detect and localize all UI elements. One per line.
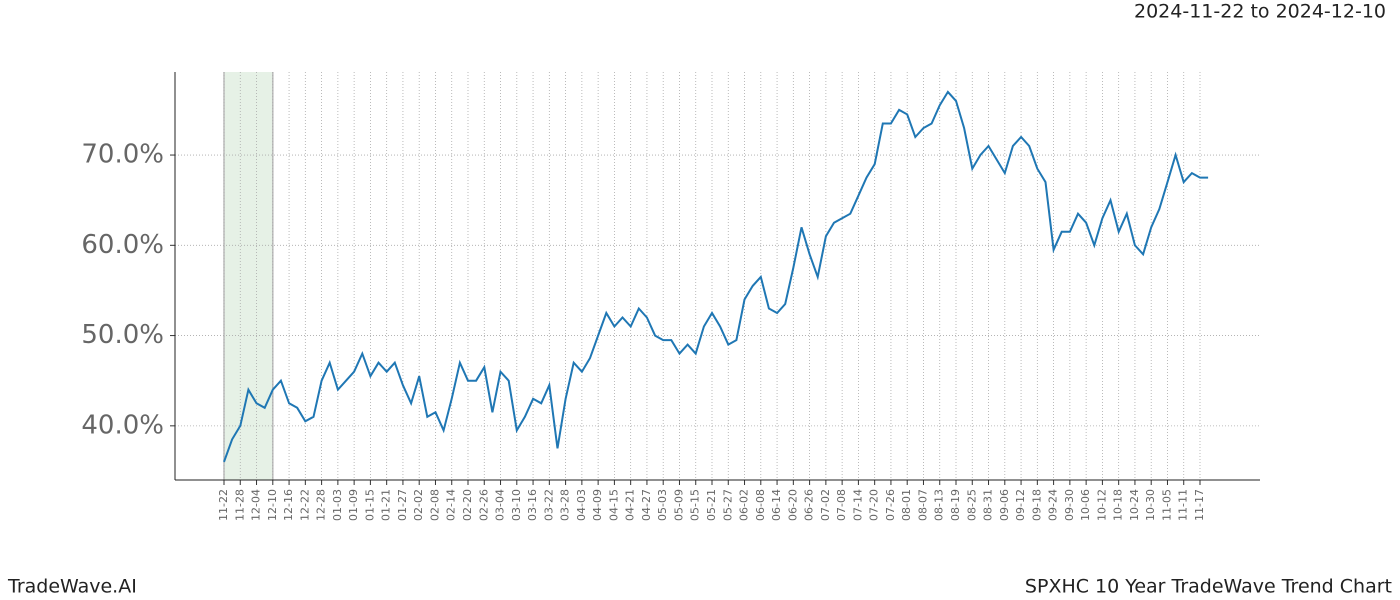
x-tick-label: 07-08 xyxy=(835,489,848,521)
x-tick-label: 01-15 xyxy=(363,489,376,521)
x-tick-label: 07-02 xyxy=(819,489,832,521)
x-tick-label: 01-21 xyxy=(380,489,393,521)
x-tick-label: 09-24 xyxy=(1047,489,1060,521)
x-tick-label: 05-27 xyxy=(721,489,734,521)
x-tick-label: 06-02 xyxy=(738,489,751,521)
x-tick-label: 01-03 xyxy=(331,489,344,521)
x-tick-label: 06-26 xyxy=(803,489,816,521)
x-tick-label: 03-04 xyxy=(494,489,507,521)
x-tick-label: 12-16 xyxy=(282,489,295,521)
x-tick-label: 06-14 xyxy=(770,489,783,521)
x-tick-label: 07-20 xyxy=(868,489,881,521)
x-tick-label: 04-09 xyxy=(591,489,604,521)
x-tick-label: 10-18 xyxy=(1112,489,1125,521)
y-tick-label: 40.0% xyxy=(81,410,164,440)
x-tick-label: 09-06 xyxy=(998,489,1011,521)
x-tick-label: 08-25 xyxy=(965,489,978,521)
x-tick-label: 10-30 xyxy=(1144,489,1157,521)
x-tick-label: 11-11 xyxy=(1177,489,1190,521)
x-tick-label: 01-27 xyxy=(396,489,409,521)
x-tick-label: 04-21 xyxy=(624,489,637,521)
x-tick-label: 03-28 xyxy=(559,489,572,521)
x-tick-label: 02-20 xyxy=(461,489,474,521)
highlight-band xyxy=(224,72,273,480)
x-tick-label: 02-08 xyxy=(428,489,441,521)
y-tick-label: 70.0% xyxy=(81,140,164,170)
chart-subtitle: 2024-11-22 to 2024-12-10 xyxy=(1134,1,1386,23)
x-tick-label: 12-28 xyxy=(315,489,328,521)
x-tick-label: 08-07 xyxy=(916,489,929,521)
x-tick-label: 04-15 xyxy=(607,489,620,521)
x-tick-label: 10-24 xyxy=(1128,489,1141,521)
x-tick-label: 03-16 xyxy=(526,489,539,521)
x-tick-label: 09-12 xyxy=(1014,489,1027,521)
x-tick-label: 08-13 xyxy=(933,489,946,521)
x-tick-label: 04-03 xyxy=(575,489,588,521)
x-tick-label: 07-14 xyxy=(851,489,864,521)
x-tick-label: 11-05 xyxy=(1160,489,1173,521)
x-tick-label: 10-06 xyxy=(1079,489,1092,521)
x-tick-label: 12-22 xyxy=(298,489,311,521)
x-tick-label: 06-20 xyxy=(786,489,799,521)
x-tick-label: 09-30 xyxy=(1063,489,1076,521)
chart-title: SPXHC 10 Year TradeWave Trend Chart xyxy=(1025,576,1392,598)
x-tick-label: 03-10 xyxy=(510,489,523,521)
x-tick-label: 03-22 xyxy=(542,489,555,521)
x-tick-label: 08-31 xyxy=(982,489,995,521)
x-tick-label: 02-14 xyxy=(445,489,458,521)
brand: TradeWave.AI xyxy=(7,576,137,598)
x-tick-label: 10-12 xyxy=(1095,489,1108,521)
x-tick-label: 08-19 xyxy=(949,489,962,521)
x-tick-label: 05-03 xyxy=(656,489,669,521)
x-tick-label: 08-01 xyxy=(900,489,913,521)
trend-line xyxy=(223,90,1209,463)
y-tick-label: 60.0% xyxy=(81,230,164,260)
x-tick-label: 11-22 xyxy=(217,489,230,521)
x-tick-label: 12-04 xyxy=(250,489,263,521)
y-tick-label: 50.0% xyxy=(81,320,164,350)
x-tick-label: 06-08 xyxy=(754,489,767,521)
x-tick-label: 05-15 xyxy=(689,489,702,521)
x-tick-label: 02-02 xyxy=(412,489,425,521)
x-tick-label: 07-26 xyxy=(884,489,897,521)
x-tick-label: 11-28 xyxy=(233,489,246,521)
x-tick-label: 11-17 xyxy=(1193,489,1206,521)
x-tick-label: 01-09 xyxy=(347,489,360,521)
x-tick-label: 02-26 xyxy=(477,489,490,521)
x-tick-label: 05-09 xyxy=(672,489,685,521)
x-tick-label: 05-21 xyxy=(705,489,718,521)
x-tick-label: 04-27 xyxy=(640,489,653,521)
x-tick-label: 12-10 xyxy=(266,489,279,521)
x-tick-label: 09-18 xyxy=(1030,489,1043,521)
